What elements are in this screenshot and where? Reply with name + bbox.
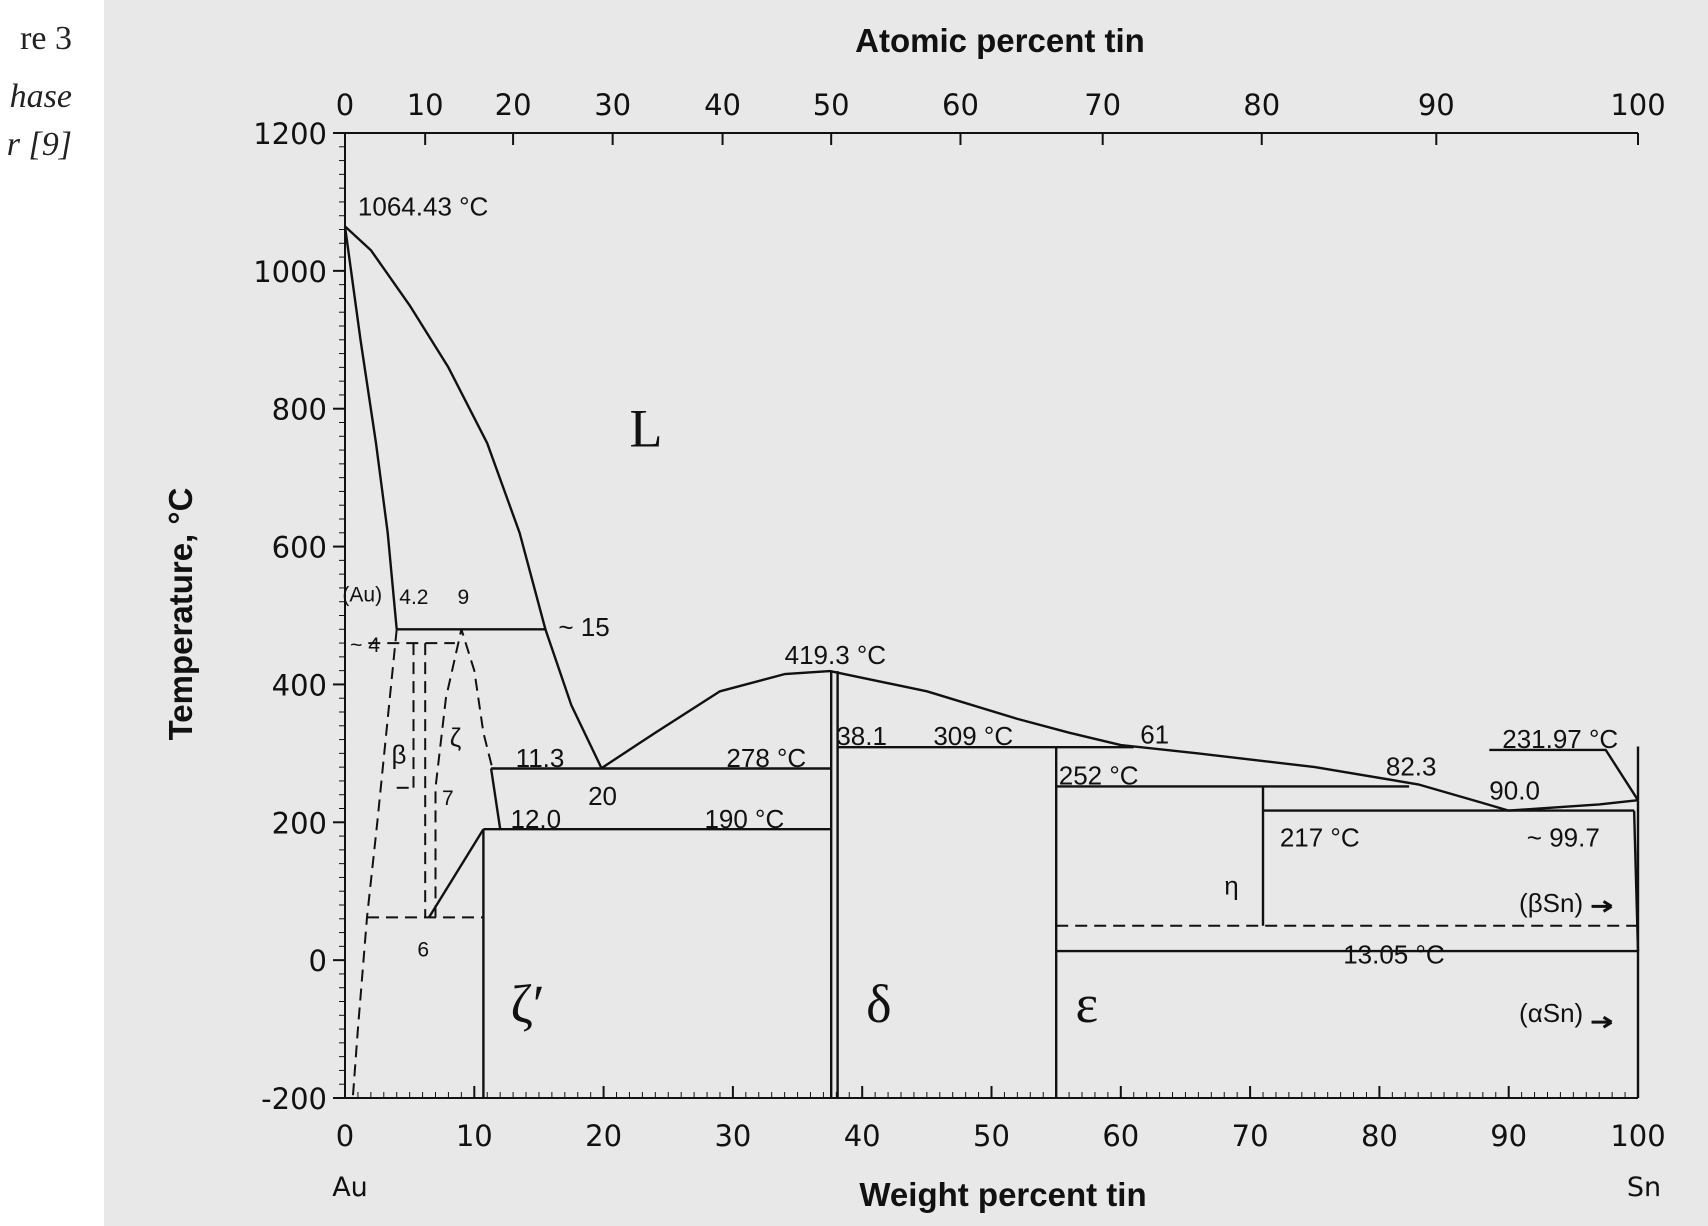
zeta-dome-line: [434, 628, 494, 918]
label: L: [629, 399, 662, 459]
region-labels: 1064.43 °C L (Au) 4.2 9 ~ 15 ~ 4 β ζ 7 6 11.3 278 °C…: [342, 192, 1618, 1034]
y-tick-label: 1000: [253, 255, 327, 289]
label: 9: [457, 586, 469, 609]
liquidus-au-side-line: [344, 225, 603, 768]
chart-background: [104, 0, 1708, 1226]
x-tick-label: 20: [585, 1119, 622, 1153]
label: 252 °C: [1059, 760, 1139, 790]
y-tick-label: 1200: [253, 117, 327, 151]
label: 7: [442, 787, 454, 810]
label: 217 °C: [1280, 822, 1360, 852]
liquidus-sn-line: [1508, 799, 1639, 812]
label: 309 °C: [933, 721, 1013, 751]
top-tick-label: 60: [942, 88, 979, 122]
sn-melting-line: [1489, 748, 1640, 801]
label: 278 °C: [726, 743, 806, 773]
label: ~ 15: [558, 612, 609, 642]
y-tick-label: 400: [272, 668, 327, 702]
caption-fragment-line3: r [9]: [6, 126, 72, 163]
top-tick-label: 70: [1084, 88, 1121, 122]
y-tick-label: 800: [272, 393, 327, 427]
y-tick-label: 0: [309, 944, 327, 978]
label: (βSn): [1519, 888, 1583, 918]
label: 231.97 °C: [1502, 724, 1618, 754]
label: ζ′: [511, 974, 545, 1034]
label: (Au): [342, 584, 382, 607]
zeta-prime-solvus-line: [427, 828, 485, 919]
x-tick-label: 0: [336, 1119, 354, 1153]
label: 11.3: [516, 743, 565, 773]
label: 190 °C: [704, 804, 784, 834]
x-tick-label: 70: [1232, 1119, 1269, 1153]
label: 4.2: [399, 586, 428, 609]
x-tick-label: 50: [973, 1119, 1010, 1153]
label: 12.0: [511, 804, 562, 834]
y-tick-label: 200: [272, 806, 327, 840]
label: 1064.43 °C: [358, 192, 488, 222]
top-tick-label: 100: [1610, 88, 1665, 122]
label: 90.0: [1489, 776, 1540, 806]
x-tick-label: 90: [1490, 1119, 1527, 1153]
label: ζ: [450, 722, 461, 752]
label: (αSn): [1519, 998, 1583, 1028]
label: 82.3: [1386, 751, 1437, 781]
label: η: [1224, 871, 1238, 901]
top-tick-label: 20: [495, 88, 532, 122]
label: β: [392, 740, 407, 770]
label: 20: [588, 781, 617, 811]
sn-end-label: Sn: [1627, 1172, 1661, 1203]
caption-fragment-line1: re 3: [20, 20, 72, 57]
phase-boundaries: [343, 225, 1640, 1099]
label: 61: [1140, 720, 1169, 750]
y-axis-title: Temperature, °C: [162, 488, 199, 741]
x-tick-label: 80: [1361, 1119, 1398, 1153]
label: ~ 99.7: [1527, 822, 1600, 852]
beta-sn-arrow: [1591, 900, 1613, 913]
bottom-axis-title: Weight percent tin: [859, 1176, 1146, 1213]
caption-fragment-line2: hase: [9, 78, 72, 115]
y-tick-label: 600: [272, 531, 327, 565]
alpha-sn-arrow: [1591, 1015, 1613, 1029]
x-tick-label: 10: [456, 1119, 493, 1153]
top-axis-title: Atomic percent tin: [855, 22, 1145, 59]
x-tick-label: 30: [714, 1119, 751, 1153]
label: ~ 4: [350, 634, 380, 657]
top-tick-label: 0: [336, 88, 354, 122]
x-tick-label: 60: [1102, 1119, 1139, 1153]
top-tick-label: 80: [1243, 88, 1280, 122]
label: 6: [417, 939, 429, 962]
label: ε: [1076, 974, 1099, 1034]
au-end-label: Au: [332, 1172, 368, 1203]
label: δ: [866, 974, 891, 1034]
top-tick-label: 40: [704, 88, 741, 122]
x-tick-label: 40: [844, 1119, 881, 1153]
label: 419.3 °C: [785, 640, 886, 670]
solidus-au-line: [343, 226, 398, 630]
liquidus-delta-line: [600, 669, 1510, 812]
top-tick-label: 10: [407, 88, 444, 122]
label: 13.05 °C: [1343, 940, 1444, 970]
top-tick-label: 90: [1418, 88, 1455, 122]
label: 38.1: [836, 721, 887, 751]
x-tick-label: 100: [1610, 1119, 1665, 1153]
zeta-boundary-line: [489, 768, 502, 830]
top-tick-label: 30: [594, 88, 631, 122]
caption-fragment: re 3 hase r [9]: [0, 0, 80, 200]
y-tick-label: -200: [261, 1082, 327, 1116]
top-tick-label: 50: [813, 88, 850, 122]
